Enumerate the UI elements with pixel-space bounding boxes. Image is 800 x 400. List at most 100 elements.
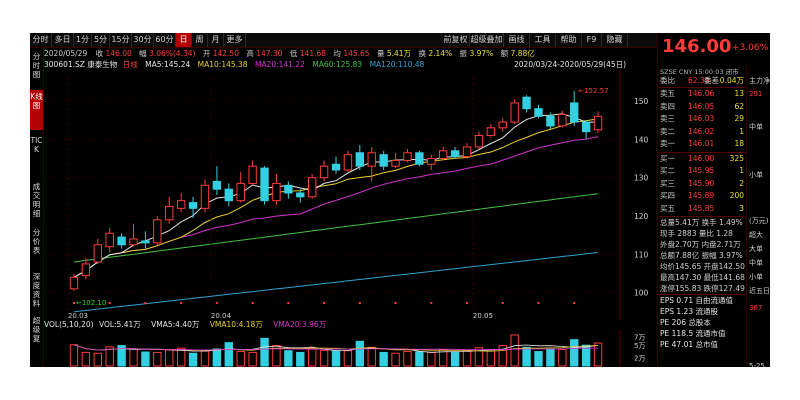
volume-bar[interactable] [558,348,567,367]
candle[interactable] [391,152,400,169]
volume-bar[interactable] [391,352,400,367]
volume-bar[interactable] [403,351,412,367]
candle[interactable] [224,183,233,207]
candle[interactable] [593,111,603,133]
candle[interactable] [200,179,210,213]
left-tab-3[interactable]: 成交明细 [32,182,41,218]
volume-bar[interactable] [319,349,329,367]
event-marker[interactable] [358,302,361,304]
event-marker[interactable] [180,302,183,304]
volume-bar[interactable] [129,348,138,367]
period-tab-4[interactable]: 15分 [110,33,132,47]
period-tab-7[interactable]: 日 [176,33,192,47]
volume-bar[interactable] [307,347,317,367]
volume-bar[interactable] [105,346,114,367]
candle[interactable] [93,239,102,264]
volume-bar[interactable] [236,351,245,367]
volume-bar[interactable] [188,352,198,367]
candle[interactable] [403,148,412,163]
candle[interactable] [510,99,519,124]
tool-button-0[interactable]: 前复权 [442,33,470,47]
candle[interactable] [379,150,388,170]
volume-bar[interactable] [248,351,257,367]
period-tab-10[interactable]: 更多 [224,33,246,47]
bid-row[interactable]: 买一 146.00 325 [660,153,744,165]
candle[interactable] [165,196,174,224]
tool-button-1[interactable]: 超级叠加 [470,33,504,47]
volume-bar[interactable] [462,350,472,367]
candle[interactable] [343,150,353,172]
event-marker[interactable] [430,302,433,304]
candlestick-chart[interactable]: 150 140 130 120 110 100 ←152.57 ←102.10 20.03 20.… [44,70,656,320]
period-tab-6[interactable]: 60分 [154,33,176,47]
volume-bar[interactable] [415,351,424,367]
candle[interactable] [498,118,507,132]
candle[interactable] [450,147,460,159]
candle[interactable] [307,173,317,199]
event-marker[interactable] [72,302,75,304]
candle[interactable] [284,181,293,199]
volume-bar[interactable] [474,347,484,367]
volume-bar[interactable] [581,344,591,367]
tool-button-6[interactable]: 隐藏 [602,33,628,47]
candle[interactable] [296,189,305,203]
volume-bar[interactable] [522,346,531,367]
left-tab-5[interactable]: 深度资料 [32,272,41,308]
event-marker[interactable] [108,302,111,304]
candle[interactable] [260,166,269,205]
volume-bar[interactable] [93,352,102,367]
event-marker[interactable] [394,302,397,304]
candle[interactable] [141,231,150,249]
event-marker[interactable] [251,302,254,304]
candle[interactable] [319,160,329,182]
volume-bar[interactable] [427,351,436,367]
ask-row[interactable]: 卖三 146.03 29 [660,113,744,125]
volume-bar[interactable] [260,337,269,367]
volume-bar[interactable] [570,339,579,367]
volume-bar[interactable] [272,345,281,367]
volume-bar[interactable] [331,350,341,367]
event-marker[interactable] [466,302,469,304]
event-marker[interactable] [144,302,147,304]
left-tab-2[interactable]: TICK [30,136,43,154]
bid-row[interactable]: 买三 145.90 2 [660,178,744,190]
tool-button-2[interactable]: 画线 [504,33,530,47]
tool-button-4[interactable]: 帮助 [556,33,582,47]
candle[interactable] [248,160,257,186]
event-marker[interactable] [323,302,326,304]
event-marker[interactable] [501,302,504,304]
ask-row[interactable]: 卖四 146.05 62 [660,101,744,113]
volume-bar[interactable] [200,350,210,367]
candle[interactable] [272,173,281,205]
volume-bar[interactable] [117,345,126,367]
candle[interactable] [534,104,543,119]
volume-bar[interactable] [153,351,162,367]
candle[interactable] [153,216,162,245]
period-tab-5[interactable]: 30分 [132,33,154,47]
candle[interactable] [212,166,222,195]
event-marker[interactable] [573,302,576,304]
candle[interactable] [69,273,79,291]
volume-bar[interactable] [343,350,353,367]
volume-bar[interactable] [379,351,388,367]
tool-button-3[interactable]: 工具 [530,33,556,47]
volume-bar[interactable] [176,347,186,367]
candle[interactable] [367,147,376,182]
period-tab-3[interactable]: 5分 [92,33,110,47]
candle[interactable] [522,95,531,113]
candle[interactable] [558,110,567,128]
candle[interactable] [188,196,198,218]
volume-bar[interactable] [141,351,150,367]
tool-button-5[interactable]: F9 [582,33,602,47]
bid-row[interactable]: 买二 145.95 1 [660,165,744,177]
volume-bar[interactable] [355,340,365,367]
volume-bar[interactable] [81,351,91,367]
candle[interactable] [81,258,91,280]
volume-bar[interactable] [165,349,174,367]
volume-bar[interactable] [224,342,233,367]
candle[interactable] [176,193,186,213]
ask-row[interactable]: 卖二 146.02 1 [660,126,744,138]
period-tab-9[interactable]: 月 [208,33,224,47]
volume-bar[interactable] [69,344,79,367]
volume-bar[interactable] [510,334,519,367]
